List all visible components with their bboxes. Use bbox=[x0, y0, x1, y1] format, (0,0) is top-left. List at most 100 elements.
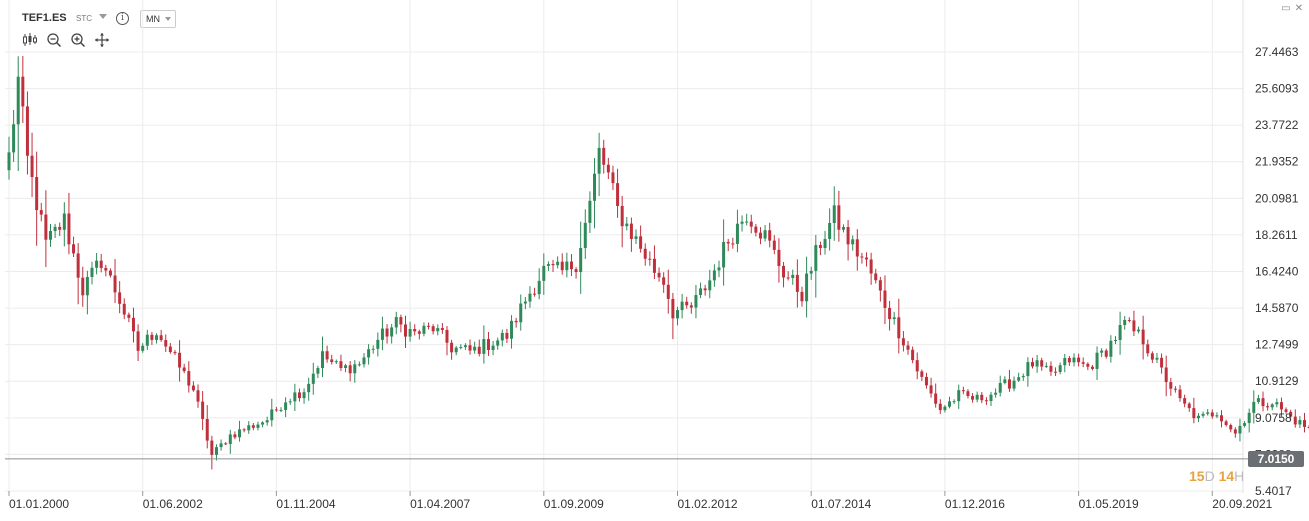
candle-down bbox=[639, 236, 643, 249]
candle-countdown: 15D 14H bbox=[1189, 468, 1244, 484]
candle-down bbox=[662, 277, 666, 285]
timeframe-select[interactable]: MN bbox=[140, 10, 176, 28]
candle-up bbox=[1238, 425, 1242, 434]
candle-up bbox=[500, 332, 504, 341]
candle-down bbox=[191, 385, 195, 391]
candle-up bbox=[593, 173, 597, 201]
candle-up bbox=[809, 270, 813, 274]
candle-up bbox=[62, 213, 66, 230]
candle-down bbox=[961, 390, 965, 392]
candle-up bbox=[1035, 360, 1039, 367]
candle-up bbox=[634, 236, 638, 239]
candle-down bbox=[1192, 408, 1196, 419]
candle-down bbox=[205, 418, 209, 441]
candle-up bbox=[510, 320, 514, 339]
candle-up bbox=[293, 392, 297, 402]
candle-down bbox=[413, 328, 417, 332]
candle-down bbox=[35, 177, 39, 211]
candle-up bbox=[1201, 413, 1205, 416]
candle-down bbox=[164, 340, 168, 347]
symbol-label[interactable]: TEF1.ES bbox=[22, 12, 67, 24]
date-tick-label: 20.09.2021 bbox=[1212, 497, 1272, 511]
candle-up bbox=[357, 364, 361, 366]
candle-up bbox=[1063, 358, 1067, 366]
candle-down bbox=[1293, 416, 1297, 425]
candle-down bbox=[777, 249, 781, 266]
candle-down bbox=[689, 305, 693, 308]
candle-down bbox=[108, 270, 112, 276]
candle-down bbox=[657, 272, 661, 278]
info-icon[interactable]: i bbox=[116, 12, 129, 25]
candle-up bbox=[745, 221, 749, 223]
candle-up bbox=[1017, 377, 1021, 381]
date-tick-label: 01.07.2014 bbox=[811, 497, 871, 511]
price-tick-label: 14.5870 bbox=[1255, 301, 1299, 315]
candle-up bbox=[528, 293, 532, 302]
candle-down bbox=[888, 307, 892, 320]
price-tick-label: 12.7499 bbox=[1255, 338, 1299, 352]
candle-up bbox=[238, 429, 242, 438]
candle-up bbox=[1270, 404, 1274, 408]
candle-up bbox=[482, 339, 486, 354]
candle-down bbox=[551, 264, 555, 266]
price-tick-label: 10.9129 bbox=[1255, 374, 1299, 388]
candle-up bbox=[376, 339, 380, 349]
candle-up bbox=[597, 147, 601, 174]
candle-down bbox=[915, 360, 919, 372]
candle-down bbox=[643, 248, 647, 259]
candle-up bbox=[763, 230, 767, 239]
candle-up bbox=[542, 265, 546, 281]
close-icon[interactable]: ✕ bbox=[1294, 3, 1303, 14]
candle-up bbox=[422, 325, 426, 334]
candle-down bbox=[477, 346, 481, 354]
candle-up bbox=[556, 261, 560, 266]
candlestick-icon[interactable] bbox=[22, 32, 38, 48]
move-icon[interactable] bbox=[94, 32, 110, 48]
zoom-out-icon[interactable] bbox=[46, 32, 62, 48]
candle-down bbox=[127, 314, 131, 318]
candle-down bbox=[934, 393, 938, 404]
chevron-down-icon[interactable] bbox=[99, 14, 107, 19]
candle-up bbox=[247, 425, 251, 431]
candle-down bbox=[150, 334, 154, 340]
price-tick-label: 18.2611 bbox=[1255, 228, 1298, 242]
candle-up bbox=[90, 267, 94, 277]
candle-down bbox=[1077, 357, 1081, 363]
candle-down bbox=[450, 342, 454, 353]
candle-up bbox=[1113, 340, 1117, 342]
candle-down bbox=[911, 349, 915, 361]
candle-down bbox=[560, 261, 564, 271]
candle-up bbox=[454, 347, 458, 353]
current-price-badge: 7.0150 bbox=[1248, 450, 1304, 467]
candle-down bbox=[786, 277, 790, 279]
candle-down bbox=[855, 239, 859, 257]
candle-up bbox=[832, 205, 836, 224]
candle-down bbox=[800, 291, 804, 302]
candle-up bbox=[712, 270, 716, 281]
candle-up bbox=[371, 348, 375, 350]
candle-down bbox=[606, 164, 610, 173]
candle-down bbox=[1173, 388, 1177, 390]
candle-up bbox=[740, 221, 744, 224]
candle-up bbox=[270, 409, 274, 421]
candle-up bbox=[473, 346, 477, 351]
candle-down bbox=[906, 345, 910, 350]
candle-down bbox=[224, 443, 228, 445]
price-tick-label: 21.9352 bbox=[1255, 155, 1299, 169]
minimize-icon[interactable]: ▭ bbox=[1281, 3, 1291, 14]
candle-down bbox=[1210, 412, 1214, 417]
candle-up bbox=[1137, 329, 1141, 332]
candle-up bbox=[288, 401, 292, 403]
candle-down bbox=[104, 267, 108, 271]
candle-up bbox=[316, 368, 320, 374]
zoom-in-icon[interactable] bbox=[70, 32, 86, 48]
candle-down bbox=[602, 147, 606, 165]
candle-down bbox=[44, 214, 48, 240]
candle-up bbox=[1206, 412, 1210, 414]
candle-down bbox=[58, 226, 62, 230]
price-tick-label: 5.4017 bbox=[1255, 484, 1292, 498]
candle-up bbox=[496, 340, 500, 346]
candle-up bbox=[436, 328, 440, 332]
candle-up bbox=[307, 383, 311, 393]
